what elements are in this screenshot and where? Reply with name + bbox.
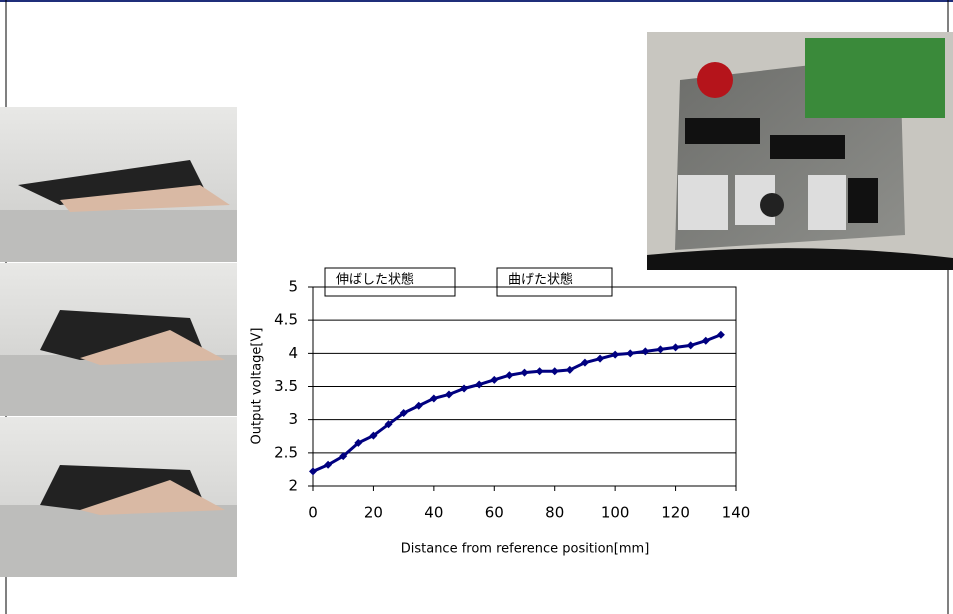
slide: Output voltage[V] Distance from referenc… bbox=[0, 0, 953, 614]
x-tick-label: 120 bbox=[661, 504, 690, 522]
y-tick-label: 3.5 bbox=[274, 377, 298, 395]
x-tick-label: 80 bbox=[545, 504, 564, 522]
x-tick-label: 60 bbox=[485, 504, 504, 522]
hand-photos bbox=[0, 107, 237, 577]
top-rule bbox=[0, 0, 953, 2]
x-tick-label: 100 bbox=[601, 504, 630, 522]
x-tick-label: 40 bbox=[424, 504, 443, 522]
y-tick-label: 2.5 bbox=[274, 443, 298, 461]
y-tick-label: 5 bbox=[288, 278, 298, 296]
x-tick-label: 140 bbox=[722, 504, 751, 522]
x-tick-label: 0 bbox=[308, 504, 318, 522]
page: {"chart_data": {"type": "line", "x_label… bbox=[0, 0, 953, 614]
x-tick-label: 20 bbox=[364, 504, 383, 522]
y-tick-label: 3 bbox=[288, 410, 298, 428]
y-axis-label: Output voltage[V] bbox=[250, 328, 265, 445]
y-tick-label: 2 bbox=[288, 477, 298, 495]
y-tick-label: 4.5 bbox=[274, 311, 298, 329]
y-tick-label: 4 bbox=[288, 344, 298, 362]
annotation: 伸ばした状態 bbox=[336, 272, 414, 288]
circuit-photo bbox=[647, 32, 953, 270]
x-axis-label: Distance from reference position[mm] bbox=[401, 542, 650, 557]
annotation: 曲げた状態 bbox=[508, 272, 573, 288]
